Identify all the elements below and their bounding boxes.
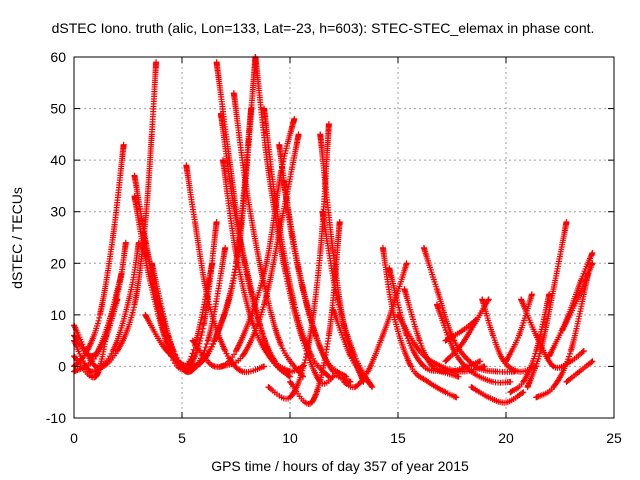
data-point-markers xyxy=(563,358,596,385)
data-point-markers xyxy=(559,260,596,334)
y-tick-label: 0 xyxy=(58,358,66,374)
data-series xyxy=(341,260,410,391)
data-series xyxy=(217,131,302,370)
data-series xyxy=(261,105,332,380)
data-series xyxy=(559,260,596,334)
data-series xyxy=(183,162,268,376)
x-tick-label: 25 xyxy=(606,430,622,446)
y-tick-label: 50 xyxy=(50,101,66,117)
x-axis-label: GPS time / hours of day 357 of year 2015 xyxy=(211,458,469,474)
y-tick-label: 30 xyxy=(50,204,66,220)
x-tick-label: 20 xyxy=(498,430,514,446)
y-axis-label: dSTEC / TECUs xyxy=(9,187,25,289)
data-series xyxy=(503,291,535,365)
y-tick-label: -10 xyxy=(46,410,66,426)
data-series xyxy=(420,244,518,375)
data-series xyxy=(546,250,596,360)
x-tick-label: 5 xyxy=(178,430,186,446)
data-series xyxy=(563,358,596,385)
data-point-markers xyxy=(341,260,410,391)
data-series xyxy=(379,244,460,401)
y-tick-label: 40 xyxy=(50,152,66,168)
data-series xyxy=(524,219,570,391)
plot-frame xyxy=(73,56,615,419)
data-point-markers xyxy=(468,384,527,406)
chart-title: dSTEC Iono. truth (alic, Lon=133, Lat=-2… xyxy=(52,20,595,36)
x-tick-label: 10 xyxy=(282,430,298,446)
data-point-markers xyxy=(546,250,596,360)
data-point-markers xyxy=(217,131,302,370)
data-series xyxy=(479,296,540,375)
data-point-markers xyxy=(503,291,535,365)
data-point-markers xyxy=(524,219,570,391)
data-point-markers xyxy=(261,105,332,380)
data-point-markers xyxy=(479,296,540,375)
data-point-markers xyxy=(395,311,488,375)
data-points xyxy=(71,54,596,407)
x-tick-label: 0 xyxy=(70,430,78,446)
data-point-markers xyxy=(379,244,460,401)
data-series xyxy=(468,384,527,406)
data-series xyxy=(395,311,488,375)
y-tick-label: 10 xyxy=(50,307,66,323)
y-tick-label: 20 xyxy=(50,255,66,271)
y-tick-label: 60 xyxy=(50,49,66,65)
data-point-markers xyxy=(420,244,518,375)
x-tick-label: 15 xyxy=(390,430,406,446)
data-point-markers xyxy=(183,162,268,376)
